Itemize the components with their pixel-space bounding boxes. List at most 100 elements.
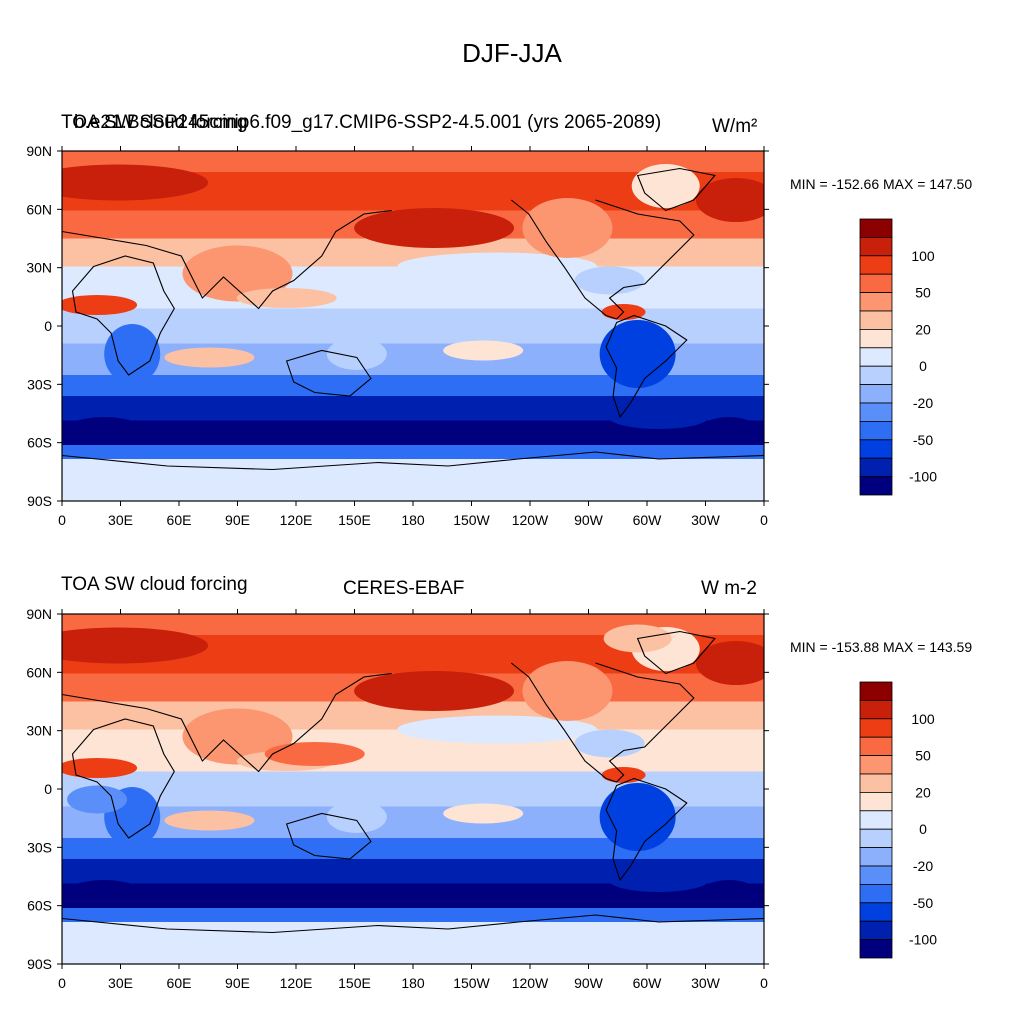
lon-tick-label: 0	[58, 512, 66, 528]
lon-tick-label: 120W	[512, 975, 549, 991]
colorbar-label: 50	[915, 285, 931, 301]
lon-tick-label: 0	[760, 975, 768, 991]
lon-tick-label: 0	[58, 975, 66, 991]
colorbar-box	[859, 681, 893, 701]
coastline-panel1	[636, 167, 716, 212]
lat-tick-label: 30N	[26, 723, 52, 739]
lon-tick-label: 120E	[280, 975, 313, 991]
colorbar-box	[859, 700, 893, 720]
colorbar-box	[859, 847, 893, 867]
colorbar-box	[859, 420, 893, 441]
lon-tick-label: 90E	[225, 975, 250, 991]
colorbar-box	[859, 384, 893, 404]
colorbar-box	[859, 255, 893, 275]
colorbar-box	[859, 236, 893, 257]
lon-tick-label: 120W	[512, 512, 549, 528]
panel1-units: W/m²	[712, 116, 758, 137]
panel1-center-string: b.e21.BSSP245cmip6.f09_g17.CMIP6-SSP2-4.…	[74, 112, 662, 133]
coastline-panel1	[605, 314, 688, 419]
colorbar-box	[859, 902, 893, 922]
panel2-left-string: TOA SW cloud forcing	[61, 574, 248, 595]
colorbar-box	[859, 365, 893, 386]
colorbar-box	[859, 218, 893, 238]
lon-tick-label: 60W	[633, 975, 663, 991]
lon-tick-label: 60E	[167, 512, 192, 528]
colorbar-box	[859, 828, 893, 849]
colorbar-label: -50	[913, 432, 933, 448]
panel1-minmax: MIN = -152.66 MAX = 147.50	[790, 176, 973, 192]
colorbar-box	[859, 773, 893, 793]
colorbar-box	[859, 736, 893, 757]
lat-tick-label: 0	[44, 318, 52, 334]
map-field-panel1	[62, 151, 764, 501]
lat-tick-label: 90S	[27, 956, 52, 972]
colorbar-box	[859, 402, 893, 422]
colorbar-box	[859, 718, 893, 738]
lon-tick-label: 30W	[691, 975, 721, 991]
coastline-panel2	[636, 630, 716, 675]
colorbar-label: -50	[913, 895, 933, 911]
colorbar-box	[859, 310, 893, 330]
colorbar-label: 0	[919, 358, 927, 374]
colorbar-box	[859, 439, 893, 459]
colorbar-box	[859, 347, 893, 367]
lat-tick-label: 60S	[27, 435, 52, 451]
lon-tick-label: 30E	[108, 975, 133, 991]
lat-tick-label: 60N	[26, 201, 52, 217]
lon-tick-label: 150W	[453, 512, 490, 528]
colorbar-box	[859, 865, 893, 885]
colorbar-label: -100	[909, 469, 937, 485]
lat-tick-label: 60N	[26, 664, 52, 680]
lon-tick-label: 60W	[633, 512, 663, 528]
colorbar-box	[859, 328, 893, 349]
lat-tick-label: 90N	[26, 143, 52, 159]
colorbar-label: 20	[915, 784, 931, 800]
coastline-panel1	[285, 349, 372, 397]
coastline-panel2	[285, 812, 372, 860]
colorbar-label: 0	[919, 821, 927, 837]
colorbar-box	[859, 920, 893, 941]
colorbar-label: 20	[915, 321, 931, 337]
colorbar-label: -100	[909, 932, 937, 948]
colorbar-label: 100	[911, 711, 935, 727]
lat-tick-label: 30N	[26, 260, 52, 276]
colorbar-label: -20	[913, 395, 933, 411]
lat-tick-label: 90S	[27, 493, 52, 509]
lon-tick-label: 90W	[574, 512, 604, 528]
colorbar-box	[859, 792, 893, 812]
coastline-panel1	[61, 209, 392, 310]
lon-tick-label: 30E	[108, 512, 133, 528]
colorbar-box	[859, 292, 893, 312]
panel1-left-string: TOA SW cloud forcing	[61, 112, 248, 133]
lon-tick-label: 150E	[338, 975, 371, 991]
colorbar-box	[859, 939, 893, 959]
coastline-panel1	[71, 255, 175, 376]
lat-tick-label: 90N	[26, 606, 52, 622]
lat-tick-label: 30S	[27, 839, 52, 855]
lon-tick-label: 90E	[225, 512, 250, 528]
lon-tick-label: 30W	[691, 512, 721, 528]
colorbar-label: -20	[913, 858, 933, 874]
colorbar-label: 50	[915, 748, 931, 764]
coastline-panel1	[61, 451, 765, 471]
colorbar-label: 100	[911, 248, 935, 264]
lon-tick-label: 150W	[453, 975, 490, 991]
lon-tick-label: 120E	[280, 512, 313, 528]
lon-tick-label: 150E	[338, 512, 371, 528]
colorbar-box	[859, 810, 893, 830]
colorbar-box	[859, 476, 893, 496]
lon-tick-label: 180	[401, 512, 425, 528]
coastline-panel2	[61, 672, 392, 773]
colorbar-box	[859, 457, 893, 478]
lon-tick-label: 180	[401, 975, 425, 991]
colorbar-box	[859, 884, 893, 904]
panel2-minmax: MIN = -153.88 MAX = 143.59	[790, 639, 973, 655]
map-field-panel2	[62, 614, 764, 964]
coastline-panel2	[605, 777, 688, 882]
lat-tick-label: 0	[44, 781, 52, 797]
lon-tick-label: 60E	[167, 975, 192, 991]
coastline-panel1	[510, 199, 695, 320]
figure-title: DJF-JJA	[462, 38, 562, 68]
colorbar-box	[859, 755, 893, 775]
